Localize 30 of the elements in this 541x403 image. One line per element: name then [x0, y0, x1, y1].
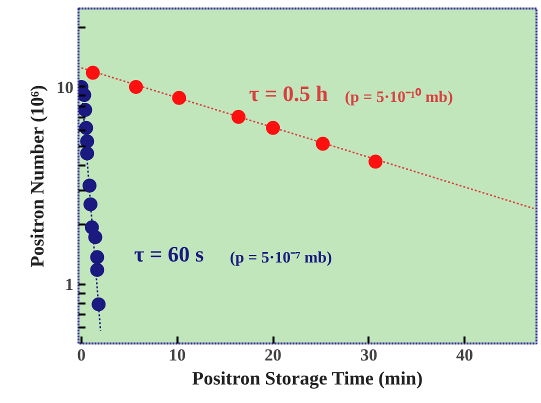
- y-axis-title: Positron Number (10⁶): [28, 85, 48, 268]
- point: [90, 250, 104, 264]
- point: [172, 90, 186, 105]
- point: [316, 136, 330, 151]
- point: [92, 297, 106, 312]
- y-tick-label: 1: [65, 275, 74, 294]
- point: [128, 80, 143, 94]
- annotation: τ = 0.5 h: [249, 81, 328, 106]
- point: [266, 120, 280, 135]
- point: [232, 110, 246, 124]
- point: [83, 197, 98, 212]
- x-axis-title: Positron Storage Time (min): [192, 368, 423, 390]
- point: [78, 88, 92, 102]
- x-tick-label: 40: [456, 346, 474, 364]
- point: [88, 230, 102, 244]
- x-tick-label: 30: [360, 346, 378, 364]
- annotation: (p = 5·10⁻¹⁰ mb): [344, 88, 453, 106]
- x-tick-label: 20: [264, 346, 282, 364]
- annotation: τ = 60 s: [134, 241, 204, 266]
- point: [80, 134, 94, 148]
- point: [80, 146, 94, 160]
- point: [368, 154, 383, 169]
- x-tick-label: 10: [168, 346, 186, 364]
- x-tick-label: 0: [77, 346, 86, 364]
- point: [86, 66, 100, 80]
- point: [82, 178, 97, 193]
- point: [79, 120, 94, 135]
- point: [90, 262, 104, 277]
- annotation: (p = 5·10⁻⁷ mb): [230, 249, 332, 266]
- point: [78, 102, 92, 117]
